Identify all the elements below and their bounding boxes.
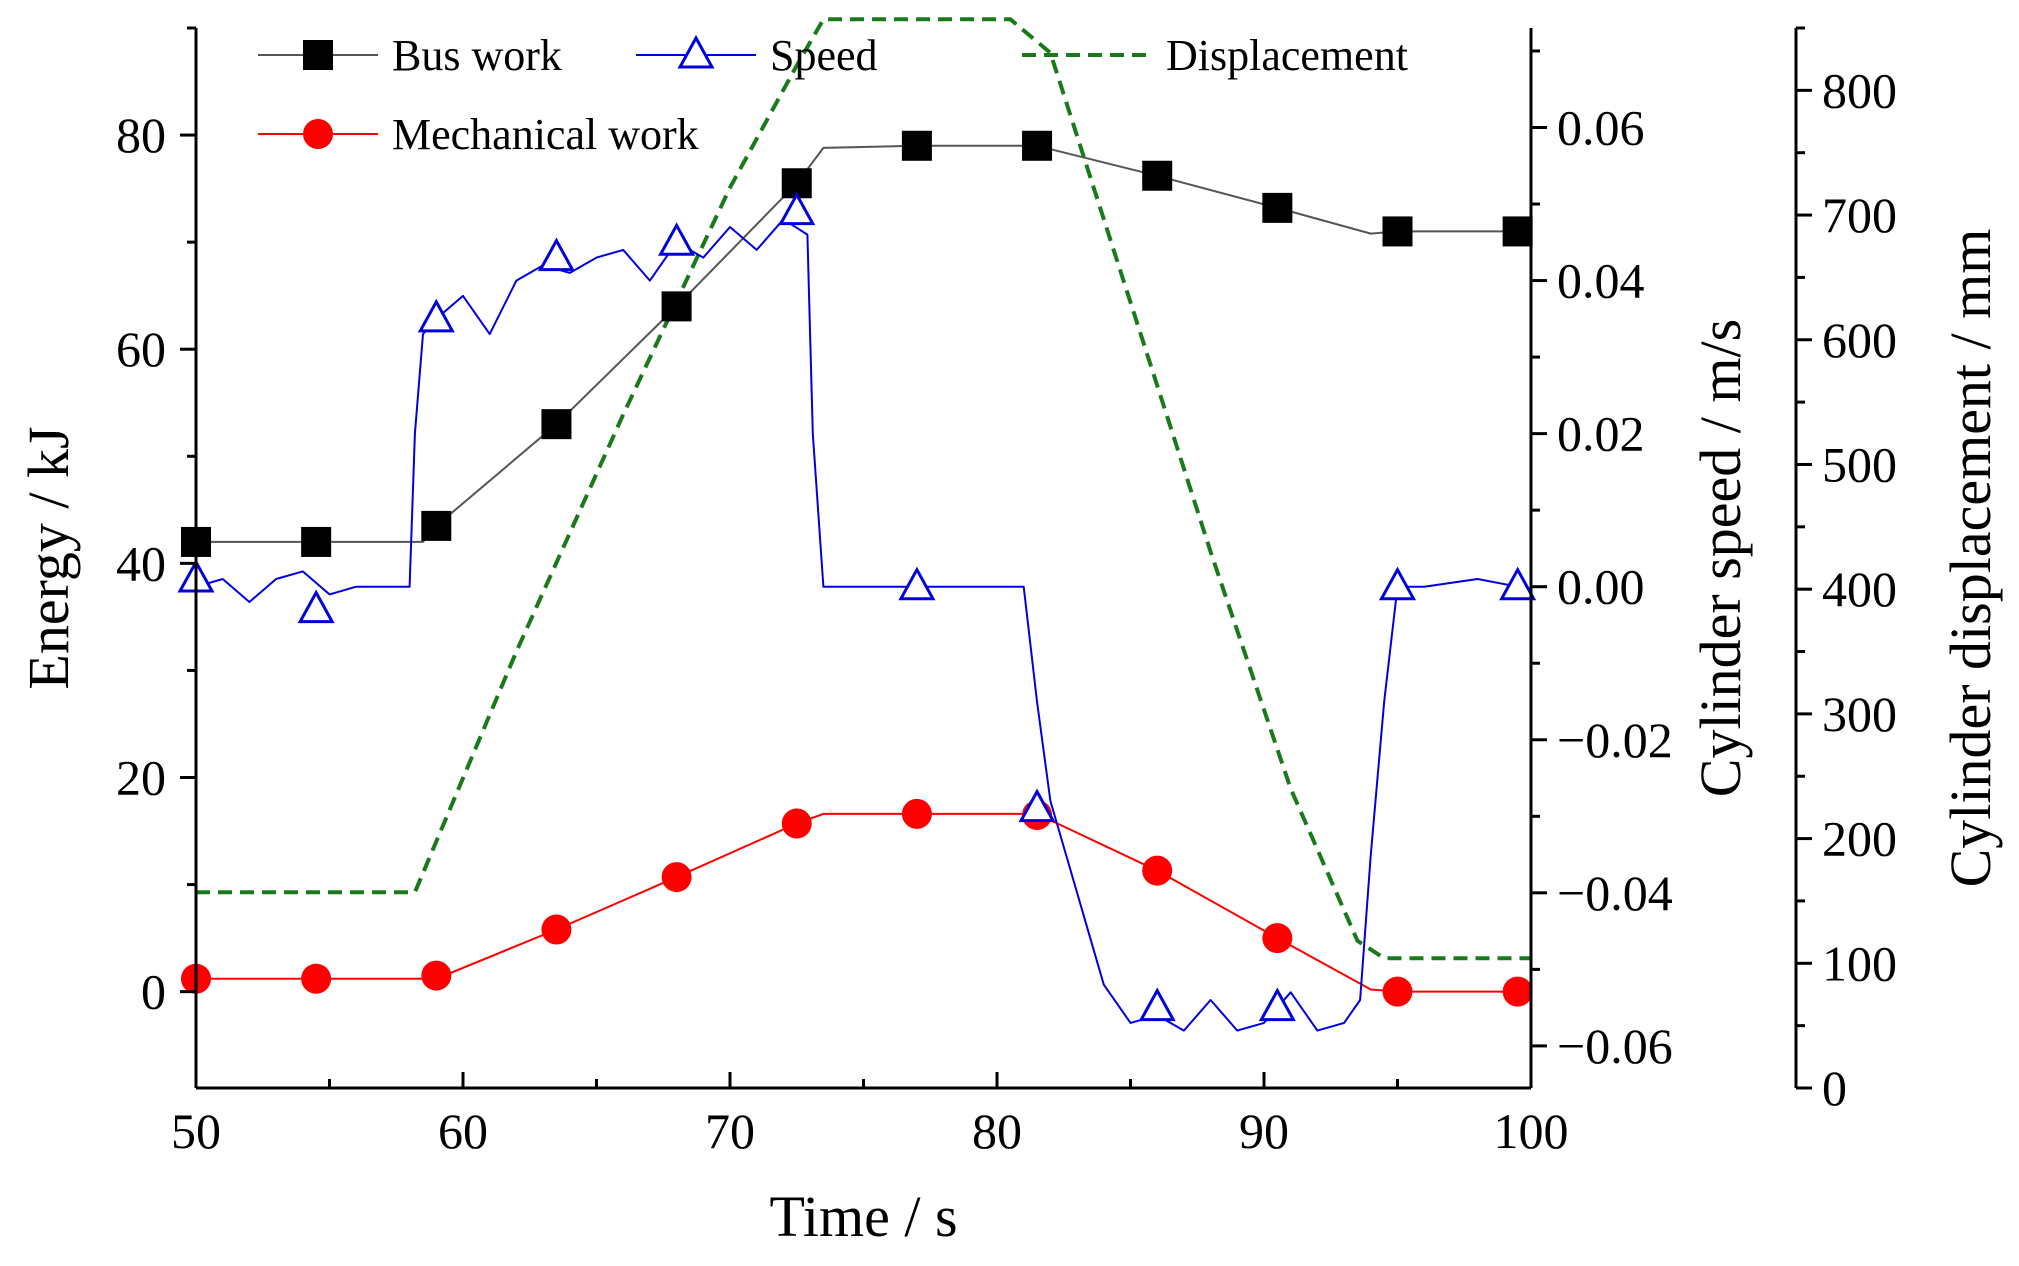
x-tick-label: 60 (438, 1103, 488, 1159)
x-tick-label: 100 (1494, 1103, 1569, 1159)
speed-marker (658, 222, 696, 256)
axes: 50 60 70 80 90 100 Time / s 0 20 40 60 80 Energy / k… (16, 26, 2003, 1249)
displacement-tick-label: 700 (1822, 187, 1897, 243)
mechanical-work-marker (1502, 976, 1533, 1007)
bus-work-marker (1382, 216, 1413, 247)
displacement-tick-label: 200 (1822, 811, 1897, 867)
legend-mechanical-work-label: Mechanical work (392, 110, 699, 159)
energy-tick-label: 60 (116, 321, 166, 377)
speed-axis-title: Cylinder speed / m/s (1688, 319, 1753, 797)
legend: Bus work Speed Displacement Mechanical work (258, 31, 1408, 159)
speed-marker (1018, 788, 1056, 823)
speed-tick-label: −0.06 (1557, 1018, 1673, 1074)
mechanical-work-marker (1382, 976, 1413, 1007)
mechanical-work-marker (661, 862, 692, 893)
legend-bus-work-label: Bus work (392, 31, 562, 80)
x-axis-title: Time / s (769, 1184, 957, 1249)
bus-work-marker (1142, 160, 1173, 191)
displacement-tick-label: 0 (1822, 1060, 1847, 1116)
displacement-tick-label: 300 (1822, 686, 1897, 742)
legend-speed-label: Speed (770, 31, 878, 80)
speed-line (195, 218, 1518, 1032)
legend-speed-marker (677, 34, 715, 69)
x-tick-label: 50 (171, 1103, 221, 1159)
bus-work-marker (901, 130, 932, 161)
speed-marker (297, 589, 335, 624)
legend-bus-work-marker (303, 40, 333, 70)
displacement-axis-title: Cylinder displacement / mm (1938, 229, 2003, 888)
energy-tick-label: 0 (141, 964, 166, 1020)
energy-axis-title: Energy / kJ (16, 426, 81, 689)
displacement-line (196, 17, 1531, 961)
speed-marker (1258, 987, 1296, 1022)
speed-marker (1499, 566, 1537, 601)
energy-tick-label: 80 (116, 107, 166, 163)
speed-tick-label: 0.06 (1557, 99, 1645, 155)
bus-work-marker (1502, 216, 1533, 247)
speed-marker (1138, 987, 1176, 1022)
plot-lines (177, 17, 1537, 1032)
speed-tick-label: 0.04 (1557, 253, 1645, 309)
mechanical-work-marker (541, 914, 572, 945)
speed-tick-label: 0.00 (1557, 559, 1645, 615)
mechanical-work-marker (1142, 855, 1173, 886)
mechanical-work-line (196, 812, 1518, 993)
displacement-tick-label: 800 (1822, 62, 1897, 118)
bus-work-marker (301, 526, 332, 557)
x-tick-label: 80 (972, 1103, 1022, 1159)
speed-marker (1378, 566, 1417, 601)
bus-work-line (196, 144, 1518, 543)
mechanical-work-marker (901, 798, 932, 829)
bus-work-marker (1262, 192, 1293, 223)
speed-marker (898, 566, 936, 601)
displacement-tick-label: 100 (1822, 935, 1897, 991)
displacement-tick-label: 400 (1822, 561, 1897, 617)
speed-tick-label: −0.04 (1557, 865, 1673, 921)
mechanical-work-marker (421, 960, 452, 991)
speed-tick-label: 0.02 (1557, 406, 1645, 462)
speed-marker (537, 237, 575, 272)
x-tick-label: 70 (705, 1103, 755, 1159)
speed-tick-label: −0.02 (1557, 712, 1673, 768)
x-tick-label: 90 (1239, 1103, 1289, 1159)
speed-marker (778, 191, 816, 226)
displacement-tick-label: 600 (1822, 312, 1897, 368)
legend-displacement-label: Displacement (1166, 31, 1408, 80)
bus-work-marker (421, 510, 452, 541)
speed-marker (417, 298, 455, 333)
bus-work-marker (1022, 130, 1053, 161)
energy-tick-label: 40 (116, 535, 166, 591)
displacement-tick-label: 500 (1822, 436, 1897, 492)
mechanical-work-marker (1262, 923, 1293, 954)
mechanical-work-marker (301, 963, 332, 994)
bus-work-marker (661, 291, 692, 322)
mechanical-work-marker (781, 808, 812, 839)
legend-mechanical-work-marker (303, 119, 333, 149)
bus-work-marker (541, 409, 572, 440)
energy-tick-label: 20 (116, 749, 166, 805)
